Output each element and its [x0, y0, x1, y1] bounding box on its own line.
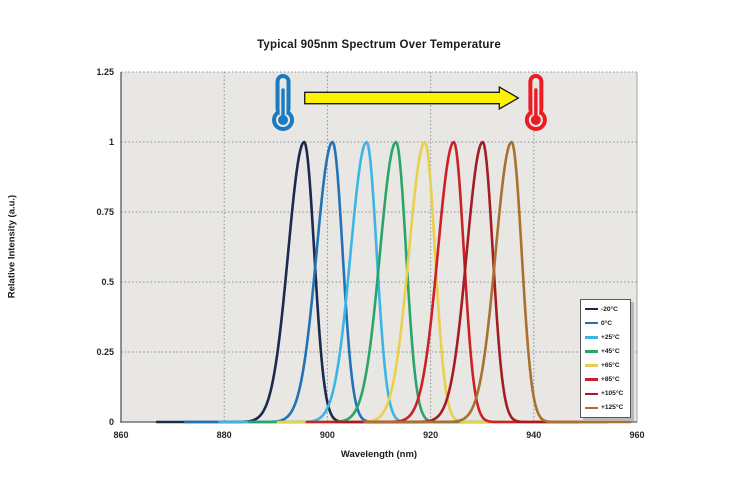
chart-title: Typical 905nm Spectrum Over Temperature: [257, 39, 501, 51]
y-tick-label: 1: [108, 137, 114, 147]
plot-background: [121, 72, 637, 422]
legend-line-swatch: [585, 336, 598, 339]
legend: -20°C 0°C +25°C +45°C +65°C +85°C +105°C +125°C: [580, 299, 631, 418]
legend-line-swatch: [585, 364, 598, 367]
cold-thermometer-icon: [278, 115, 289, 125]
legend-label: +45°C: [601, 347, 620, 355]
x-tick-label: 900: [319, 430, 335, 440]
legend-label: +125°C: [601, 404, 624, 412]
y-tick-label: 0: [108, 417, 114, 427]
x-tick-label: 920: [423, 430, 439, 440]
x-axis-title: Wavelength (nm): [340, 449, 418, 460]
temperature-increase-arrow: [304, 85, 520, 111]
legend-item: +65°C: [585, 362, 630, 369]
legend-line-swatch: [585, 406, 598, 410]
hot-thermometer-icon: [530, 115, 541, 125]
legend-label: +65°C: [601, 362, 620, 370]
y-axis-title: Relative Intensity (a.u.): [6, 194, 18, 299]
legend-line-swatch: [585, 392, 598, 395]
legend-item: +105°C: [585, 390, 630, 397]
x-tick-label: 960: [629, 430, 645, 440]
legend-label: -20°C: [601, 305, 618, 313]
legend-line-swatch: [585, 321, 598, 325]
curve-125CC: [363, 140, 632, 424]
legend-item: +45°C: [585, 348, 630, 355]
legend-label: +85°C: [601, 376, 620, 384]
legend-item: +25°C: [585, 334, 630, 341]
x-tick-label: 860: [113, 430, 129, 440]
legend-line-swatch: [585, 307, 598, 311]
legend-label: +105°C: [601, 390, 624, 398]
legend-line-swatch: [585, 378, 598, 381]
x-tick-label: 940: [526, 430, 542, 440]
legend-label: +25°C: [601, 333, 620, 341]
y-tick-label: 1.25: [96, 67, 114, 77]
legend-item: 0°C: [585, 320, 630, 327]
legend-item: +125°C: [585, 404, 630, 411]
legend-label: 0°C: [601, 319, 613, 327]
y-tick-label: 0.25: [96, 347, 114, 357]
y-tick-label: 0.5: [101, 277, 114, 287]
legend-item: +85°C: [585, 376, 630, 383]
y-tick-label: 0.75: [96, 207, 114, 217]
legend-line-swatch: [585, 350, 598, 353]
x-tick-label: 880: [216, 430, 232, 440]
legend-item: -20°C: [585, 306, 630, 313]
